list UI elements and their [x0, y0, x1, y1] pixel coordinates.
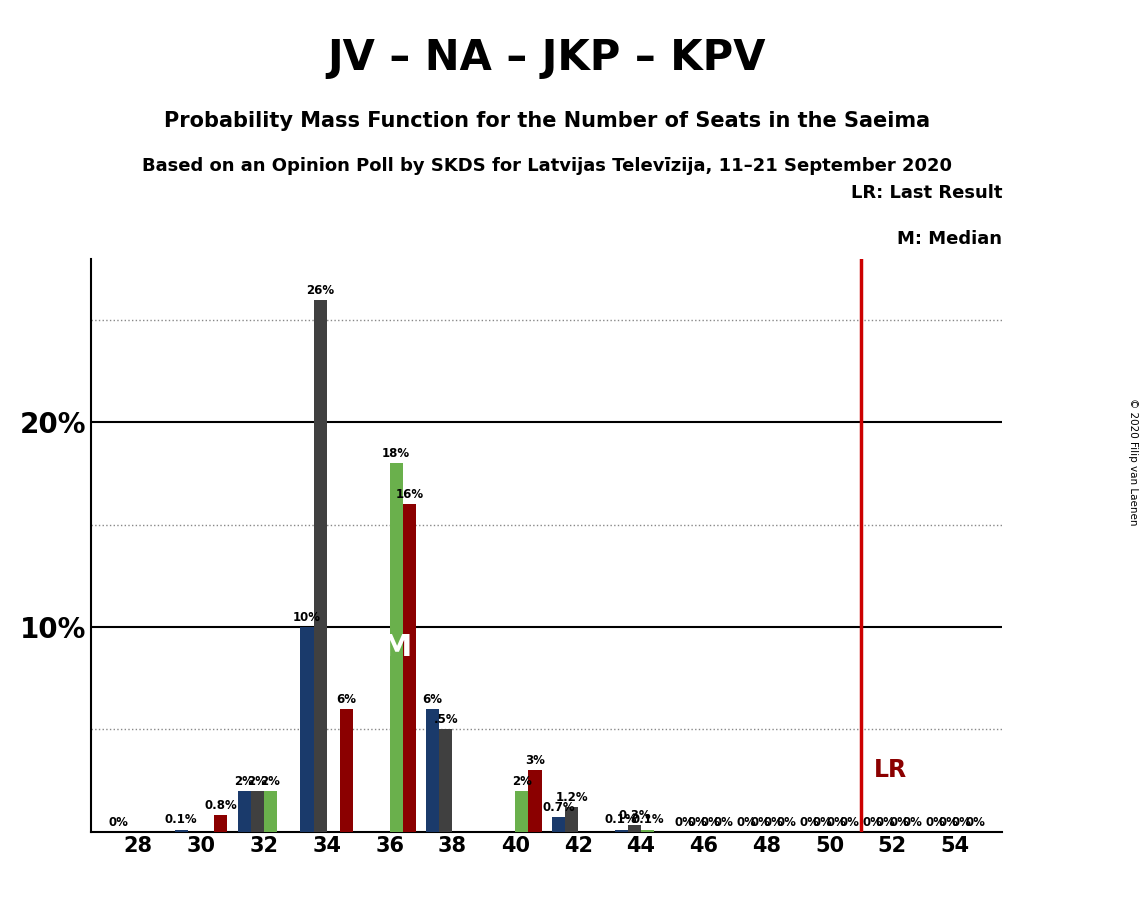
- Bar: [551, 818, 565, 832]
- Text: 0.7%: 0.7%: [542, 801, 575, 814]
- Text: 0.1%: 0.1%: [605, 813, 638, 826]
- Text: 0%: 0%: [800, 816, 820, 829]
- Text: 0%: 0%: [965, 816, 985, 829]
- Text: 0.1%: 0.1%: [631, 813, 664, 826]
- Text: 3%: 3%: [525, 754, 546, 767]
- Text: 0.3%: 0.3%: [618, 809, 650, 822]
- Text: 0%: 0%: [108, 816, 129, 829]
- Text: 0%: 0%: [839, 816, 859, 829]
- Bar: [628, 825, 641, 832]
- Text: 0%: 0%: [763, 816, 784, 829]
- Text: © 2020 Filip van Laenen: © 2020 Filip van Laenen: [1129, 398, 1138, 526]
- Text: LR: Last Result: LR: Last Result: [851, 184, 1002, 202]
- Text: 0.1%: 0.1%: [165, 813, 197, 826]
- Bar: [264, 791, 277, 832]
- Bar: [238, 791, 251, 832]
- Text: 6%: 6%: [336, 693, 357, 706]
- Bar: [339, 709, 353, 832]
- Text: 2%: 2%: [235, 774, 254, 787]
- Bar: [174, 830, 188, 832]
- Text: 0%: 0%: [876, 816, 895, 829]
- Bar: [390, 463, 403, 832]
- Text: 0%: 0%: [862, 816, 883, 829]
- Text: 0%: 0%: [714, 816, 734, 829]
- Text: Probability Mass Function for the Number of Seats in the Saeima: Probability Mass Function for the Number…: [164, 111, 929, 131]
- Bar: [426, 709, 440, 832]
- Bar: [403, 505, 416, 832]
- Text: 0%: 0%: [926, 816, 945, 829]
- Text: 2%: 2%: [511, 774, 532, 787]
- Bar: [515, 791, 528, 832]
- Text: 26%: 26%: [306, 284, 334, 297]
- Text: 0%: 0%: [939, 816, 959, 829]
- Bar: [313, 299, 327, 832]
- Text: 0%: 0%: [826, 816, 846, 829]
- Bar: [528, 771, 542, 832]
- Text: 6%: 6%: [423, 693, 443, 706]
- Text: 0%: 0%: [777, 816, 796, 829]
- Text: 1.2%: 1.2%: [555, 791, 588, 804]
- Text: 10%: 10%: [293, 611, 321, 624]
- Text: 0%: 0%: [737, 816, 756, 829]
- Text: LR: LR: [874, 759, 907, 783]
- Bar: [641, 830, 654, 832]
- Text: JV – NA – JKP – KPV: JV – NA – JKP – KPV: [328, 37, 765, 79]
- Bar: [301, 627, 313, 832]
- Text: M: M: [382, 633, 411, 662]
- Text: 0%: 0%: [902, 816, 923, 829]
- Text: 0.8%: 0.8%: [205, 799, 237, 812]
- Bar: [565, 807, 579, 832]
- Text: 18%: 18%: [383, 447, 410, 460]
- Text: 2%: 2%: [261, 774, 280, 787]
- Text: 0%: 0%: [890, 816, 909, 829]
- Bar: [440, 729, 452, 832]
- Text: .5%: .5%: [434, 713, 458, 726]
- Text: 2%: 2%: [247, 774, 268, 787]
- Text: 0%: 0%: [751, 816, 770, 829]
- Bar: [615, 830, 628, 832]
- Text: 0%: 0%: [687, 816, 707, 829]
- Bar: [214, 815, 228, 832]
- Bar: [251, 791, 264, 832]
- Text: 0%: 0%: [674, 816, 694, 829]
- Text: 0%: 0%: [813, 816, 833, 829]
- Text: 16%: 16%: [395, 488, 424, 501]
- Text: 0%: 0%: [952, 816, 972, 829]
- Text: 0%: 0%: [700, 816, 720, 829]
- Text: M: Median: M: Median: [898, 230, 1002, 248]
- Text: Based on an Opinion Poll by SKDS for Latvijas Televīzija, 11–21 September 2020: Based on an Opinion Poll by SKDS for Lat…: [141, 157, 952, 175]
